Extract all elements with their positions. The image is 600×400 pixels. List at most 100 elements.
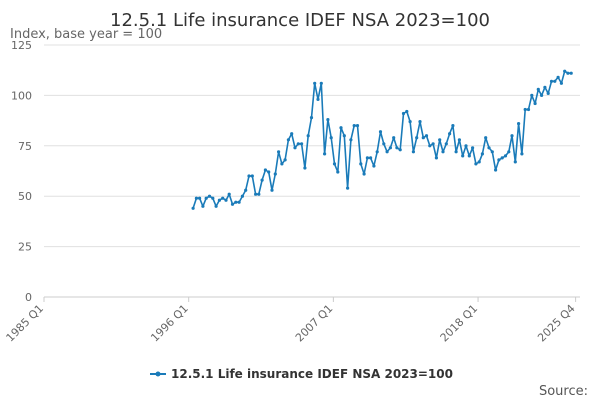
data-point[interactable] <box>471 146 475 150</box>
data-point[interactable] <box>349 138 353 142</box>
data-point[interactable] <box>408 120 412 124</box>
data-point[interactable] <box>395 146 399 150</box>
data-point[interactable] <box>260 178 264 182</box>
data-point[interactable] <box>497 158 501 162</box>
data-point[interactable] <box>201 204 205 208</box>
data-point[interactable] <box>444 142 448 146</box>
data-point[interactable] <box>559 81 564 85</box>
data-point[interactable] <box>385 150 389 154</box>
data-point[interactable] <box>273 172 277 176</box>
data-point[interactable] <box>474 162 478 166</box>
data-point[interactable] <box>490 150 494 154</box>
data-point[interactable] <box>378 130 383 134</box>
data-point[interactable] <box>359 162 363 166</box>
data-point[interactable] <box>494 168 498 172</box>
data-point[interactable] <box>224 198 228 202</box>
data-point[interactable] <box>401 111 406 116</box>
data-point[interactable] <box>323 152 327 156</box>
data-point[interactable] <box>434 156 438 160</box>
data-point[interactable] <box>207 194 212 198</box>
data-point[interactable] <box>319 81 323 85</box>
data-point[interactable] <box>421 136 425 140</box>
data-point[interactable] <box>487 146 491 150</box>
data-point[interactable] <box>454 150 458 154</box>
data-point[interactable] <box>198 196 202 200</box>
data-point[interactable] <box>267 170 271 174</box>
data-point[interactable] <box>448 132 452 136</box>
data-point[interactable] <box>211 196 215 200</box>
data-point[interactable] <box>530 93 534 97</box>
data-point[interactable] <box>290 132 294 136</box>
data-point[interactable] <box>520 152 524 156</box>
data-point[interactable] <box>342 134 346 138</box>
data-point[interactable] <box>513 160 517 164</box>
data-point[interactable] <box>543 85 547 89</box>
data-point[interactable] <box>250 174 254 178</box>
data-point[interactable] <box>329 136 333 140</box>
data-point[interactable] <box>540 93 544 97</box>
data-point[interactable] <box>270 188 274 192</box>
data-point[interactable] <box>244 188 248 192</box>
data-point[interactable] <box>352 124 356 128</box>
data-point[interactable] <box>461 154 465 158</box>
data-point[interactable] <box>194 196 198 200</box>
data-point[interactable] <box>418 120 422 124</box>
data-point[interactable] <box>234 200 238 204</box>
data-point[interactable] <box>204 196 208 200</box>
data-point[interactable] <box>484 136 488 140</box>
data-point[interactable] <box>441 150 445 154</box>
data-point[interactable] <box>451 124 455 128</box>
data-point[interactable] <box>382 142 386 146</box>
data-point[interactable] <box>556 75 560 79</box>
legend[interactable]: 12.5.1 Life insurance IDEF NSA 2023=100 <box>150 367 453 381</box>
data-point[interactable] <box>566 71 570 75</box>
data-point[interactable] <box>536 87 540 91</box>
data-point[interactable] <box>438 138 442 142</box>
data-point[interactable] <box>500 156 504 160</box>
data-point[interactable] <box>316 97 320 101</box>
data-point[interactable] <box>283 158 287 162</box>
data-point[interactable] <box>240 194 244 198</box>
data-point[interactable] <box>339 126 343 130</box>
data-point[interactable] <box>369 156 373 160</box>
data-point[interactable] <box>546 91 550 95</box>
data-point[interactable] <box>247 174 251 178</box>
data-point[interactable] <box>392 136 396 140</box>
data-point[interactable] <box>230 202 235 206</box>
data-point[interactable] <box>507 150 511 154</box>
data-point[interactable] <box>257 192 261 196</box>
data-point[interactable] <box>523 107 527 112</box>
data-point[interactable] <box>424 134 429 138</box>
data-point[interactable] <box>303 166 307 170</box>
data-point[interactable] <box>336 170 340 174</box>
data-point[interactable] <box>457 138 461 142</box>
data-point[interactable] <box>517 122 521 126</box>
data-point[interactable] <box>217 198 221 202</box>
data-point[interactable] <box>411 150 415 154</box>
data-point[interactable] <box>553 79 557 83</box>
data-point[interactable] <box>510 134 514 138</box>
data-point[interactable] <box>388 146 392 150</box>
data-point[interactable] <box>309 116 314 120</box>
data-point[interactable] <box>306 134 310 138</box>
data-point[interactable] <box>563 69 567 73</box>
data-point[interactable] <box>191 206 195 210</box>
data-point[interactable] <box>326 118 330 122</box>
data-point[interactable] <box>375 150 379 154</box>
data-point[interactable] <box>280 162 284 166</box>
data-point[interactable] <box>313 81 317 85</box>
data-point[interactable] <box>254 192 258 196</box>
data-point[interactable] <box>263 168 267 172</box>
data-point[interactable] <box>503 154 508 158</box>
data-point[interactable] <box>398 148 402 152</box>
data-point[interactable] <box>362 172 366 176</box>
data-point[interactable] <box>355 124 360 128</box>
data-point[interactable] <box>549 79 554 83</box>
data-point[interactable] <box>300 142 304 146</box>
data-point[interactable] <box>332 162 337 166</box>
data-point[interactable] <box>405 109 409 114</box>
data-point[interactable] <box>415 136 419 140</box>
data-point[interactable] <box>293 146 297 150</box>
data-point[interactable] <box>428 144 432 148</box>
data-point[interactable] <box>221 196 225 200</box>
